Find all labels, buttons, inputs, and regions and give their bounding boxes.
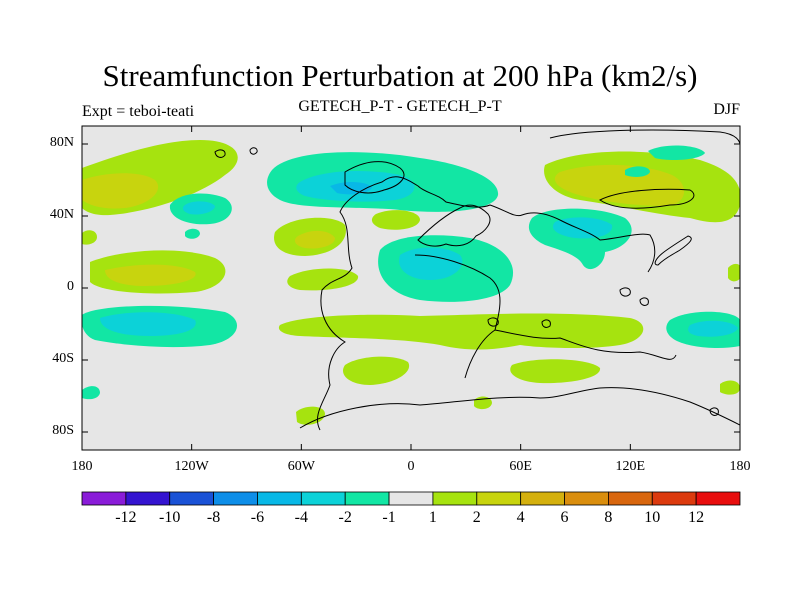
contour-region bbox=[287, 268, 359, 291]
continent-outline bbox=[599, 188, 695, 209]
colorbar-swatch bbox=[257, 491, 302, 506]
coastlines bbox=[214, 129, 740, 431]
colorbar-label: -10 bbox=[159, 509, 181, 526]
contour-region bbox=[399, 247, 463, 280]
colorbar-swatch bbox=[695, 491, 741, 506]
lon-tick-label: 180 bbox=[729, 459, 751, 474]
colorbar-swatch bbox=[520, 491, 565, 506]
contour-region bbox=[648, 145, 705, 161]
colorbar-swatch bbox=[388, 491, 434, 506]
contour-region bbox=[105, 264, 196, 286]
colorbar-swatch bbox=[300, 491, 346, 506]
lon-tick-label: 120E bbox=[615, 459, 646, 474]
colorbar-swatch bbox=[432, 491, 478, 506]
colorbar-label: 1 bbox=[428, 509, 437, 526]
lon-tick-label: 60E bbox=[509, 459, 532, 474]
colorbar-swatch bbox=[564, 491, 609, 506]
colorbar-swatch bbox=[344, 491, 390, 506]
continent-outline bbox=[639, 297, 649, 306]
contour-region bbox=[294, 230, 335, 249]
continent-outline bbox=[654, 235, 692, 266]
contour-region bbox=[82, 173, 159, 209]
colorbar-label: -12 bbox=[115, 509, 137, 526]
contour-region bbox=[510, 359, 601, 384]
contour-region bbox=[552, 217, 613, 239]
continent-outline bbox=[487, 317, 499, 327]
colorbar-label: 6 bbox=[560, 509, 569, 526]
colorbar-swatch bbox=[81, 491, 127, 506]
colorbar-label: -4 bbox=[294, 509, 308, 526]
lat-tick-label: 40N bbox=[49, 207, 74, 222]
plot-title: Streamfunction Perturbation at 200 hPa (… bbox=[102, 58, 698, 93]
colorbar-label: -6 bbox=[250, 509, 265, 526]
lon-tick-label: 120W bbox=[174, 459, 209, 474]
lon-tick-label: 60W bbox=[287, 459, 315, 474]
colorbar-label: 10 bbox=[644, 509, 661, 526]
colorbar-label: -1 bbox=[382, 509, 396, 526]
colorbar-swatch bbox=[169, 491, 215, 506]
lat-tick-label: 80S bbox=[52, 423, 74, 438]
continent-outline bbox=[541, 319, 551, 328]
dataset-label: GETECH_P-T - GETECH_P-T bbox=[298, 98, 502, 115]
lat-tick-label: 0 bbox=[67, 279, 74, 294]
colorbar-label: 4 bbox=[516, 509, 525, 526]
contour-region bbox=[100, 312, 196, 336]
experiment-label: Expt = teboi-teati bbox=[82, 103, 195, 120]
continent-outline bbox=[414, 254, 677, 379]
season-label: DJF bbox=[713, 101, 740, 118]
contour-region bbox=[728, 263, 740, 282]
continent-outline bbox=[344, 161, 405, 194]
colorbar-label: -2 bbox=[338, 509, 352, 526]
lon-tick-label: 0 bbox=[407, 459, 415, 474]
lon-tick-label: 180 bbox=[71, 459, 93, 474]
contour-region bbox=[688, 320, 738, 337]
colorbar-swatch bbox=[608, 491, 653, 506]
contour-region bbox=[182, 201, 215, 215]
contour-region bbox=[82, 386, 100, 400]
colorbar-label: 8 bbox=[604, 509, 613, 526]
colorbar-label: -8 bbox=[206, 509, 221, 526]
continent-outline bbox=[417, 204, 491, 247]
contour-region bbox=[554, 164, 685, 206]
contour-region bbox=[371, 210, 420, 230]
colorbar-swatch bbox=[476, 491, 522, 506]
lat-tick-label: 40S bbox=[52, 351, 74, 366]
colorbar bbox=[81, 491, 741, 506]
colorbar-label: 2 bbox=[472, 509, 481, 526]
continent-outline bbox=[709, 407, 719, 416]
continent-outline bbox=[299, 387, 740, 429]
colorbar-swatch bbox=[651, 491, 697, 506]
lat-tick-label: 80N bbox=[49, 135, 74, 150]
contour-region bbox=[185, 228, 200, 239]
contour-region bbox=[625, 166, 650, 177]
colorbar-swatch bbox=[213, 491, 258, 506]
continent-outline bbox=[549, 129, 740, 273]
contour-fill-layer bbox=[82, 140, 740, 425]
colorbar-label: 12 bbox=[688, 509, 705, 526]
contour-region bbox=[278, 313, 644, 350]
contour-region bbox=[720, 380, 740, 395]
contour-region bbox=[82, 230, 97, 245]
axis-ticks bbox=[81, 126, 741, 450]
continent-outline bbox=[619, 287, 631, 297]
continent-outline bbox=[249, 147, 258, 155]
continent-outline bbox=[316, 176, 561, 431]
colorbar-swatch bbox=[125, 491, 171, 506]
continent-outline bbox=[214, 149, 226, 158]
contour-region bbox=[342, 356, 410, 385]
